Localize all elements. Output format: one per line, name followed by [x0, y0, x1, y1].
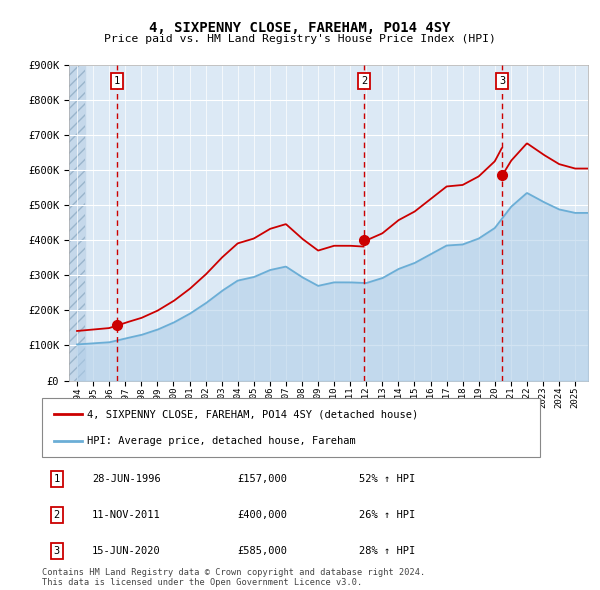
Text: 28% ↑ HPI: 28% ↑ HPI — [359, 546, 415, 556]
Text: 11-NOV-2011: 11-NOV-2011 — [92, 510, 161, 520]
Text: 2: 2 — [53, 510, 60, 520]
Text: 1: 1 — [53, 474, 60, 484]
Text: 3: 3 — [53, 546, 60, 556]
Text: £400,000: £400,000 — [238, 510, 287, 520]
Text: 4, SIXPENNY CLOSE, FAREHAM, PO14 4SY (detached house): 4, SIXPENNY CLOSE, FAREHAM, PO14 4SY (de… — [87, 409, 418, 419]
FancyBboxPatch shape — [42, 398, 540, 457]
Text: 1: 1 — [114, 76, 120, 86]
Text: £585,000: £585,000 — [238, 546, 287, 556]
Bar — [69, 65, 85, 381]
Text: HPI: Average price, detached house, Fareham: HPI: Average price, detached house, Fare… — [87, 437, 356, 446]
Text: 52% ↑ HPI: 52% ↑ HPI — [359, 474, 415, 484]
Text: 26% ↑ HPI: 26% ↑ HPI — [359, 510, 415, 520]
Text: Price paid vs. HM Land Registry's House Price Index (HPI): Price paid vs. HM Land Registry's House … — [104, 34, 496, 44]
Text: £157,000: £157,000 — [238, 474, 287, 484]
Text: 2: 2 — [361, 76, 367, 86]
Text: 3: 3 — [499, 76, 505, 86]
Bar — [69, 65, 85, 381]
Text: Contains HM Land Registry data © Crown copyright and database right 2024.
This d: Contains HM Land Registry data © Crown c… — [42, 568, 425, 587]
Text: 28-JUN-1996: 28-JUN-1996 — [92, 474, 161, 484]
Text: 4, SIXPENNY CLOSE, FAREHAM, PO14 4SY: 4, SIXPENNY CLOSE, FAREHAM, PO14 4SY — [149, 21, 451, 35]
Text: 15-JUN-2020: 15-JUN-2020 — [92, 546, 161, 556]
